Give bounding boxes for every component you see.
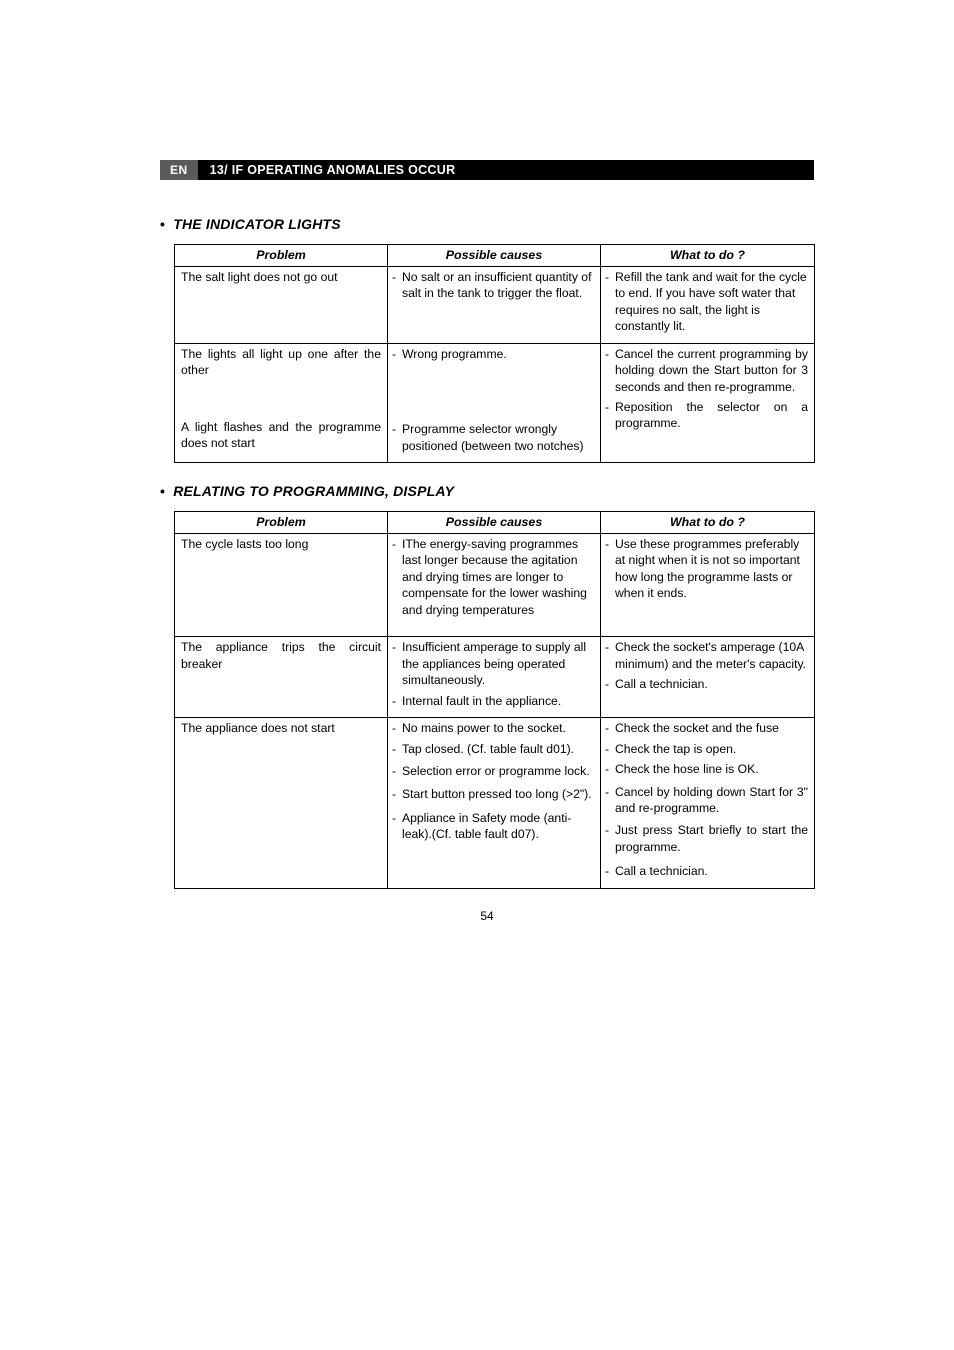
what-text: Refill the tank and wait for the cycle t… xyxy=(615,269,808,335)
section-heading-text: THE INDICATOR LIGHTS xyxy=(173,216,341,232)
cause-text: Selection error or programme lock. xyxy=(402,763,594,779)
cause-text: Start button pressed too long (>2"). xyxy=(402,786,594,802)
cell-causes: No mains power to the socket. Tap closed… xyxy=(388,718,601,889)
problem-text: The appliance trips the circuit breaker xyxy=(181,640,381,670)
cell-what: Use these programmes preferably at night… xyxy=(601,533,815,636)
cause-text: No salt or an insufficient quantity of s… xyxy=(402,269,594,302)
col-header-problem: Problem xyxy=(175,512,388,534)
page-number: 54 xyxy=(160,909,814,923)
col-header-causes: Possible causes xyxy=(388,512,601,534)
table-indicator-lights: Problem Possible causes What to do ? The… xyxy=(174,244,814,463)
what-text: Cancel the current programming by holdin… xyxy=(615,346,808,395)
section-heading-text: RELATING TO PROGRAMMING, DISPLAY xyxy=(173,483,454,499)
cause-text: Wrong programme. xyxy=(402,346,594,362)
table-header-row: Problem Possible causes What to do ? xyxy=(175,512,815,534)
cell-causes: Wrong programme. Programme selector wron… xyxy=(388,343,601,462)
bullet-icon: • xyxy=(160,216,165,232)
what-text: Check the socket and the fuse xyxy=(615,720,808,736)
section-heading-indicator-lights: • THE INDICATOR LIGHTS xyxy=(160,216,814,232)
table-row: The salt light does not go out No salt o… xyxy=(175,266,815,343)
col-header-causes: Possible causes xyxy=(388,245,601,267)
section-heading-programming: • RELATING TO PROGRAMMING, DISPLAY xyxy=(160,483,814,499)
col-header-what: What to do ? xyxy=(601,512,815,534)
what-text: Just press Start briefly to start the pr… xyxy=(615,822,808,855)
table-header-row: Problem Possible causes What to do ? xyxy=(175,245,815,267)
col-header-problem: Problem xyxy=(175,245,388,267)
what-text: Use these programmes preferably at night… xyxy=(615,536,808,602)
cell-problem: The cycle lasts too long xyxy=(175,533,388,636)
cell-problem: The appliance does not start xyxy=(175,718,388,889)
problem-text: The appliance does not start xyxy=(181,720,381,736)
bullet-icon: • xyxy=(160,483,165,499)
cause-text: IThe energy-saving programmes last longe… xyxy=(402,536,594,618)
cell-problem: The appliance trips the circuit breaker xyxy=(175,637,388,718)
cell-problem: The salt light does not go out xyxy=(175,266,388,343)
cause-text: No mains power to the socket. xyxy=(402,720,594,736)
cause-text: Appliance in Safety mode (anti-leak).(Cf… xyxy=(402,810,594,843)
cause-text: Programme selector wrongly positioned (b… xyxy=(402,421,594,454)
header-bar: EN 13/ IF OPERATING ANOMALIES OCCUR xyxy=(160,160,814,180)
cell-problem: The lights all light up one after the ot… xyxy=(175,343,388,462)
table-row: The lights all light up one after the ot… xyxy=(175,343,815,462)
what-text: Reposition the selector on a programme. xyxy=(615,399,808,432)
what-text: Call a technician. xyxy=(615,676,808,692)
cause-text: Insufficient amperage to supply all the … xyxy=(402,639,594,688)
cell-what: Check the socket and the fuse Check the … xyxy=(601,718,815,889)
cause-text: Tap closed. (Cf. table fault d01). xyxy=(402,741,594,757)
problem-text: The cycle lasts too long xyxy=(181,536,381,552)
section-title-bar: 13/ IF OPERATING ANOMALIES OCCUR xyxy=(198,160,814,180)
cell-what: Refill the tank and wait for the cycle t… xyxy=(601,266,815,343)
table-row: The appliance does not start No mains po… xyxy=(175,718,815,889)
cell-what: Cancel the current programming by holdin… xyxy=(601,343,815,462)
cell-causes: IThe energy-saving programmes last longe… xyxy=(388,533,601,636)
table-row: The cycle lasts too long IThe energy-sav… xyxy=(175,533,815,636)
what-text: Check the hose line is OK. xyxy=(615,761,808,777)
what-text: Cancel by holding down Start for 3" and … xyxy=(615,784,808,817)
col-header-what: What to do ? xyxy=(601,245,815,267)
table-programming-display: Problem Possible causes What to do ? The… xyxy=(174,511,814,889)
problem-text: The lights all light up one after the ot… xyxy=(181,346,381,379)
table-row: The appliance trips the circuit breaker … xyxy=(175,637,815,718)
what-text: Check the socket's amperage (10A minimum… xyxy=(615,639,808,672)
what-text: Check the tap is open. xyxy=(615,741,808,757)
cell-causes: No salt or an insufficient quantity of s… xyxy=(388,266,601,343)
what-text: Call a technician. xyxy=(615,863,808,879)
cause-text: Internal fault in the appliance. xyxy=(402,693,594,709)
cell-what: Check the socket's amperage (10A minimum… xyxy=(601,637,815,718)
problem-text: A light flashes and the programme does n… xyxy=(181,419,381,452)
cell-causes: Insufficient amperage to supply all the … xyxy=(388,637,601,718)
language-badge: EN xyxy=(160,160,198,180)
